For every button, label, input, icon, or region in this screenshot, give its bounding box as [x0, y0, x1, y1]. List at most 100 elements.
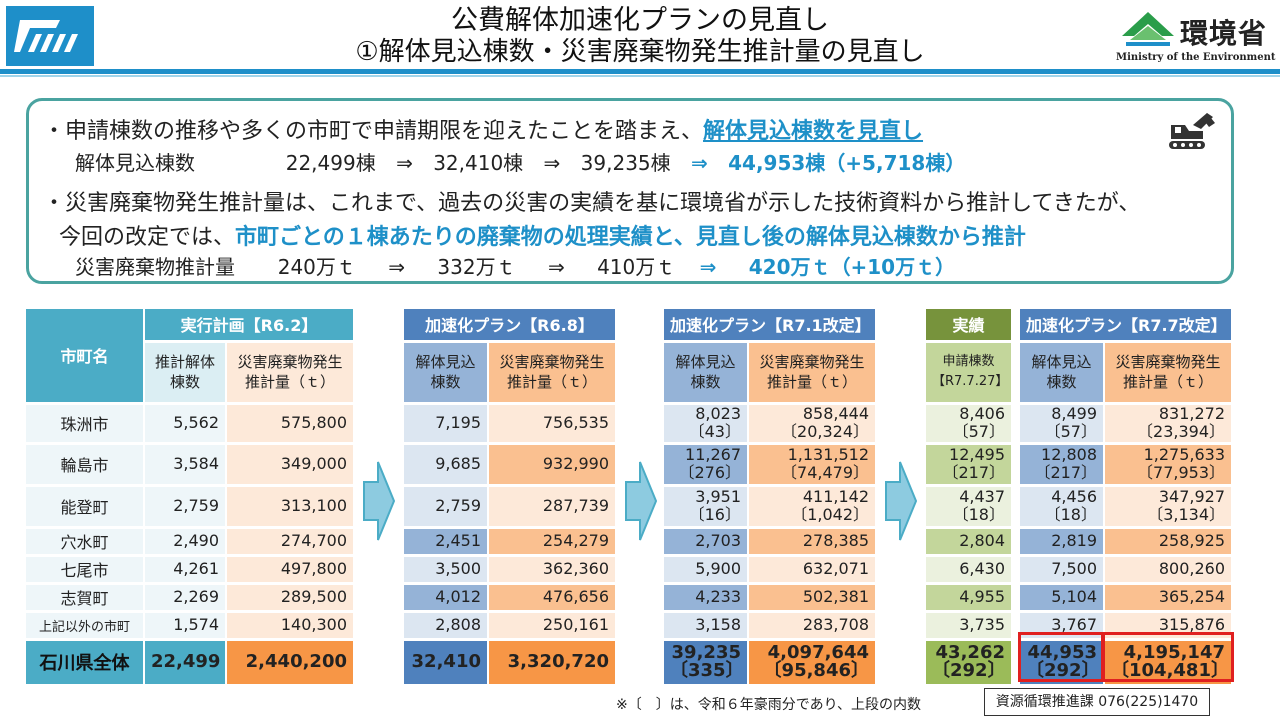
progression-value: 22,499棟: [285, 151, 376, 175]
table-actual: 実績 申請棟数【R7.7.27】 8,406 〔57〕 12,495 〔217〕 4…: [926, 309, 1013, 687]
table-cell: 2,819: [1020, 527, 1105, 557]
table-plan-r6-2: 市町名 実行計画【R6.2】 推計解体棟数 災害廃棄物発生推計量（ｔ） 珠洲市 5…: [26, 309, 356, 687]
table-cell: 1,131,512 〔74,479〕: [748, 443, 878, 487]
cell-subvalue: 〔292〕: [1026, 660, 1100, 681]
table-cell: 2,759: [144, 485, 227, 529]
cell-subvalue: 〔1,042〕: [791, 505, 870, 524]
cell-subvalue: 〔77,953〕: [1137, 463, 1226, 482]
cell-value: 12,808: [1041, 445, 1097, 464]
highlight-box-total-waste: [1102, 632, 1234, 682]
table-cell: 1,574: [144, 611, 227, 641]
table-cell: 800,260: [1104, 555, 1234, 585]
progression-value: 410万ｔ: [597, 255, 676, 279]
table-cell: 4,456 〔18〕: [1020, 485, 1105, 529]
table-cell: 8,499 〔57〕: [1020, 403, 1105, 445]
table-cell: 4,233: [664, 583, 749, 613]
progression-value-new: 420万ｔ（+10万ｔ）: [748, 255, 956, 279]
cell-subvalue: 〔104,481〕: [1111, 660, 1229, 681]
progression-value: 240万ｔ: [277, 255, 356, 279]
progression-value: 39,235棟: [580, 151, 671, 175]
table-cell: 497,800: [226, 555, 356, 585]
cell-subvalue: 〔20,324〕: [781, 422, 870, 441]
table-cell-total: 3,320,720: [488, 639, 618, 687]
cell-value: 4,097,644: [767, 642, 870, 663]
table-cell: 3,158: [664, 611, 749, 641]
header-divider-light: [0, 75, 1280, 77]
cell-value: 3,951: [695, 487, 741, 506]
table-cell: 254,279: [488, 527, 618, 557]
table-cell: 4,261: [144, 555, 227, 585]
table-cell: 1,275,633 〔77,953〕: [1104, 443, 1234, 487]
table-cell: 347,927 〔3,134〕: [1104, 485, 1234, 529]
table-cell: 12,808 〔217〕: [1020, 443, 1105, 487]
highlight-box-total-buildings: [1018, 632, 1104, 682]
cell-value: 4,456: [1051, 487, 1097, 506]
table-cell: 250,161: [488, 611, 618, 641]
municipality-name: 七尾市: [26, 555, 145, 585]
municipality-name: 穴水町: [26, 527, 145, 557]
cell-subvalue: 〔16〕: [688, 505, 741, 524]
cell-value: 39,235: [671, 642, 741, 663]
summary-box: ・申請棟数の推移や多くの市町で申請期限を迎えたことを踏まえ、解体見込棟数を見直し…: [26, 98, 1234, 284]
plan4-title: 加速化プラン【R7.7改定】: [1020, 309, 1234, 343]
table-cell: 3,500: [404, 555, 489, 585]
plan4-col1-header: 解体見込棟数: [1020, 341, 1105, 405]
plan1-title: 実行計画【R6.2】: [144, 309, 356, 343]
table-cell: 502,381: [748, 583, 878, 613]
right-arrow-icon: ⇒: [388, 255, 406, 279]
cell-subvalue: 〔276〕: [678, 463, 741, 482]
plan3-title: 加速化プラン【R7.1改定】: [664, 309, 878, 343]
table-cell-total: 39,235 〔335〕: [664, 639, 749, 687]
plan4-col2-header: 災害廃棄物発生推計量（ｔ）: [1104, 341, 1234, 405]
table-cell: 278,385: [748, 527, 878, 557]
cell-value: 11,267: [685, 445, 741, 464]
cell-value: 1,131,512: [787, 445, 870, 464]
municipality-header: 市町名: [26, 309, 145, 405]
table-cell: 2,269: [144, 583, 227, 613]
cell-value: 4,195,147: [1123, 642, 1226, 663]
table-cell-total: 2,440,200: [226, 639, 356, 687]
right-arrow-icon: ⇒: [699, 255, 717, 279]
municipality-name: 能登町: [26, 485, 145, 529]
municipality-name: 輪島市: [26, 443, 145, 487]
municipality-name-total: 石川県全体: [26, 639, 145, 687]
progression-label: 解体見込棟数: [75, 151, 195, 175]
municipality-name: 志賀町: [26, 583, 145, 613]
progression-value-new: 44,953棟（+5,718棟）: [728, 151, 966, 175]
table-cell: 2,804: [926, 527, 1013, 557]
table-cell: 411,142 〔1,042〕: [748, 485, 878, 529]
plan2-title: 加速化プラン【R6.8】: [404, 309, 618, 343]
building-count-progression: 解体見込棟数 22,499棟 ⇒ 32,410棟 ⇒ 39,235棟 ⇒ 44,…: [75, 147, 965, 176]
table-cell: 5,104: [1020, 583, 1105, 613]
right-arrow-icon: ⇒: [691, 151, 708, 175]
actual-col1-header: 申請棟数【R7.7.27】: [926, 341, 1013, 405]
table-cell: 140,300: [226, 611, 356, 641]
right-arrow-icon: ⇒: [396, 151, 413, 175]
summary-line-waste: ・災害廃棄物発生推計量は、これまで、過去の災害の実績を基に環境省が示した技術資料…: [43, 191, 1141, 216]
progression-label: 災害廃棄物推計量: [75, 255, 235, 279]
table-cell: 3,584: [144, 443, 227, 487]
right-block-arrow-icon: [625, 461, 658, 541]
cell-subvalue: 〔217〕: [942, 463, 1005, 482]
cell-value: 8,499: [1051, 404, 1097, 423]
table-cell: 632,071: [748, 555, 878, 585]
cell-subvalue: 〔95,846〕: [763, 660, 870, 681]
cell-value: 1,275,633: [1143, 445, 1226, 464]
plan1-col2-header: 災害廃棄物発生推計量（ｔ）: [226, 341, 356, 405]
page-title: 公費解体加速化プランの見直し: [451, 5, 829, 36]
table-cell: 8,406 〔57〕: [926, 403, 1013, 445]
progression-value: 332万ｔ: [437, 255, 516, 279]
table-cell: 2,490: [144, 527, 227, 557]
table-plan-r6-8: 加速化プラン【R6.8】 解体見込棟数 災害廃棄物発生推計量（ｔ） 7,195 7…: [404, 309, 618, 687]
table-cell-total: 43,262 〔292〕: [926, 639, 1013, 687]
plan3-col2-header: 災害廃棄物発生推計量（ｔ）: [748, 341, 878, 405]
table-cell: 476,656: [488, 583, 618, 613]
cell-subvalue: 〔74,479〕: [781, 463, 870, 482]
right-arrow-icon: ⇒: [543, 151, 561, 175]
cell-value: 12,495: [949, 445, 1005, 464]
cell-value: 8,023: [695, 404, 741, 423]
table-cell: 3,735: [926, 611, 1013, 641]
prefecture-logo: [6, 6, 94, 66]
table-cell-total: 22,499: [144, 639, 227, 687]
right-block-arrow-icon: [363, 461, 396, 541]
